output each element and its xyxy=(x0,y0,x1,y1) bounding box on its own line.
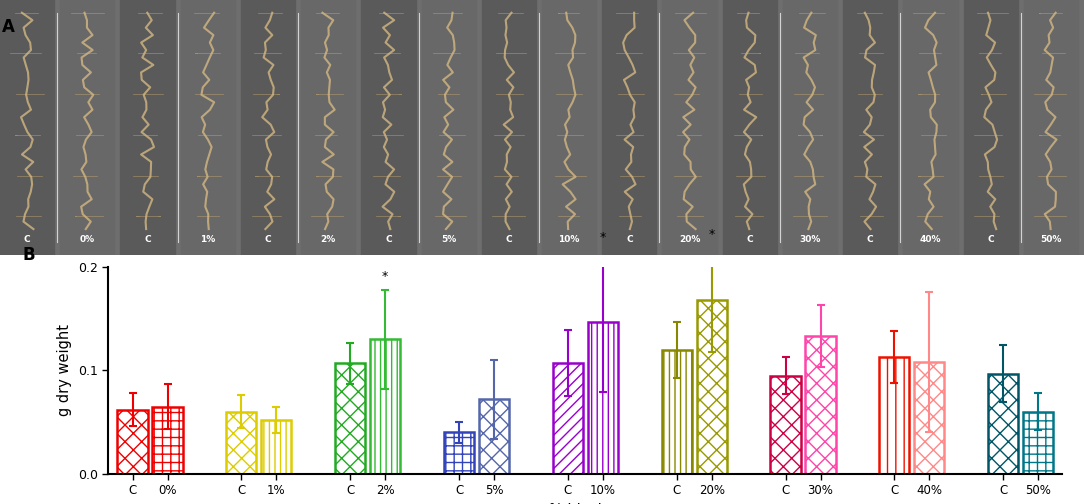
Bar xyxy=(697,300,726,474)
Bar xyxy=(61,0,115,255)
Text: 0%: 0% xyxy=(80,235,95,244)
Y-axis label: g dry weight: g dry weight xyxy=(57,325,73,416)
Text: 2%: 2% xyxy=(321,235,336,244)
Text: 50%: 50% xyxy=(1041,235,1061,244)
Bar xyxy=(662,0,717,255)
Bar xyxy=(1023,412,1054,474)
Bar xyxy=(1023,0,1077,255)
Text: 5%: 5% xyxy=(441,235,456,244)
Bar xyxy=(301,0,356,255)
Bar xyxy=(117,410,147,474)
Bar xyxy=(181,0,235,255)
Bar xyxy=(0,0,54,255)
Bar xyxy=(603,0,657,255)
Text: C: C xyxy=(867,235,874,244)
Bar xyxy=(335,363,365,474)
Bar xyxy=(227,412,257,474)
Text: C: C xyxy=(144,235,151,244)
Bar xyxy=(479,399,509,474)
Bar xyxy=(120,0,175,255)
X-axis label: % biochar: % biochar xyxy=(549,502,622,504)
Bar xyxy=(723,0,777,255)
Bar xyxy=(241,0,295,255)
Text: C: C xyxy=(747,235,753,244)
Bar xyxy=(989,373,1018,474)
Bar xyxy=(964,0,1018,255)
Bar xyxy=(914,362,944,474)
Bar xyxy=(153,407,182,474)
Text: C: C xyxy=(625,235,633,244)
Bar xyxy=(588,322,618,474)
Bar xyxy=(843,0,898,255)
Bar xyxy=(444,432,474,474)
Text: 20%: 20% xyxy=(679,235,700,244)
Text: 10%: 10% xyxy=(558,235,580,244)
Text: C: C xyxy=(24,235,30,244)
Text: C: C xyxy=(385,235,391,244)
Bar xyxy=(422,0,476,255)
Bar xyxy=(370,340,400,474)
Bar xyxy=(661,350,692,474)
Text: 40%: 40% xyxy=(919,235,941,244)
Bar xyxy=(783,0,837,255)
Text: B: B xyxy=(23,246,35,265)
Bar xyxy=(879,357,909,474)
Bar xyxy=(542,0,596,255)
Text: C: C xyxy=(988,235,994,244)
Text: A: A xyxy=(2,18,15,36)
Text: *: * xyxy=(599,231,606,244)
Bar xyxy=(361,0,415,255)
Bar xyxy=(805,336,836,474)
Text: C: C xyxy=(264,235,271,244)
Text: *: * xyxy=(709,228,714,241)
Text: *: * xyxy=(382,270,388,283)
Bar xyxy=(261,420,292,474)
Bar xyxy=(481,0,535,255)
Bar xyxy=(553,363,583,474)
Bar xyxy=(903,0,957,255)
Text: C: C xyxy=(505,235,513,244)
Text: 30%: 30% xyxy=(799,235,821,244)
Text: 1%: 1% xyxy=(201,235,216,244)
Bar xyxy=(771,375,801,474)
